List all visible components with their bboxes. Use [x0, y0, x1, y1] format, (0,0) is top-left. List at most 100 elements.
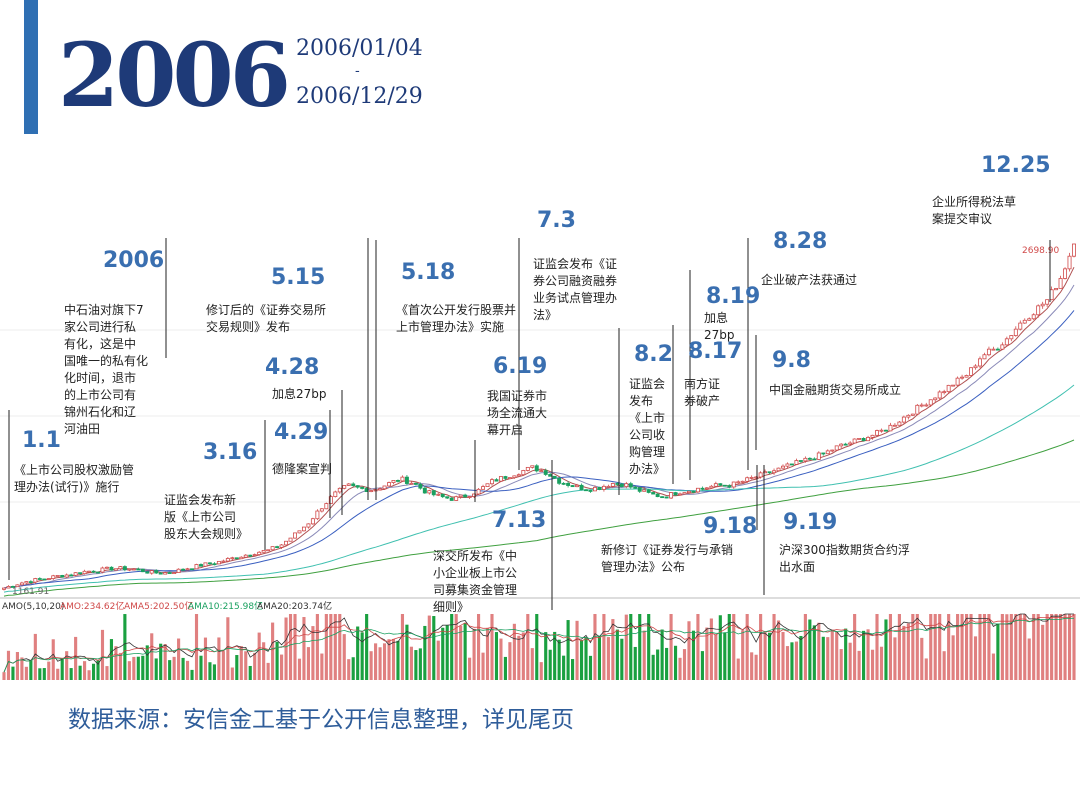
volume-bar [987, 614, 991, 680]
event-date: 8.28 [773, 229, 828, 254]
volume-bar [964, 614, 969, 680]
candle-body [610, 483, 615, 487]
volume-bar [56, 668, 60, 680]
candle-body [297, 530, 302, 534]
candle-body [333, 491, 338, 498]
candle-body [328, 496, 333, 504]
candle-body [382, 485, 387, 490]
candle-body [369, 490, 374, 493]
event-lines [8, 238, 1051, 610]
volume-bar [1005, 614, 1009, 680]
volume-bar [947, 614, 951, 680]
year-title: 2006 [58, 23, 291, 127]
candle-body [436, 493, 441, 496]
event-date: 12.25 [981, 153, 1051, 178]
chart-grid [0, 329, 1080, 503]
candle-body [306, 523, 311, 528]
volume-bar [557, 639, 561, 680]
volume-bar [280, 654, 284, 680]
volume-bar [951, 635, 955, 680]
volume-bar [293, 614, 297, 680]
candle-body [261, 549, 266, 553]
volume-bar [284, 617, 288, 680]
volume-bar [1032, 614, 1036, 680]
event-note: 我国证券市 场全流通大 幕开启 [487, 389, 548, 437]
candle-body [812, 458, 817, 461]
candle-body [33, 578, 38, 583]
volume-bar [194, 614, 199, 680]
candle-body [628, 483, 633, 488]
candle-body [946, 384, 951, 393]
candle-body [163, 572, 168, 575]
candle-body [740, 480, 745, 483]
candle-body [566, 482, 571, 486]
candle-body [60, 575, 65, 578]
volume-bar [15, 652, 19, 680]
candle-body [516, 474, 521, 477]
candle-body [530, 465, 535, 468]
volume-bar [526, 614, 530, 680]
candle-body [37, 578, 42, 580]
candle-body [637, 487, 642, 492]
volume-bar [700, 651, 704, 680]
volume-bar [96, 660, 100, 680]
candle-body [539, 470, 544, 472]
volume-bar [638, 614, 642, 680]
candle-body [982, 354, 987, 360]
candle-body [360, 486, 365, 489]
candle-body [843, 443, 848, 446]
volume-bar [656, 649, 660, 680]
candle-body [642, 489, 647, 492]
candle-body [284, 540, 289, 546]
volume-bar [150, 633, 154, 680]
candle-body [839, 443, 844, 447]
data-source: 数据来源：安信金工基于公开信息整理，详见尾页 [68, 707, 574, 733]
candle-body [798, 460, 803, 462]
volume-bar [257, 632, 261, 680]
volume-bar [759, 614, 763, 680]
candle-body [525, 466, 530, 471]
volume-bar [83, 661, 87, 680]
volume-bar [682, 649, 687, 680]
candle-body [892, 424, 897, 427]
candle-body [476, 488, 481, 495]
candle-body [490, 479, 494, 485]
volume-bar [973, 636, 978, 680]
volume-bar [127, 661, 131, 680]
candle-body [772, 470, 777, 474]
candle-body [830, 449, 835, 452]
candle-body [704, 487, 709, 490]
candle-body [257, 551, 262, 555]
event-date: 9.19 [783, 510, 838, 535]
candle-body [512, 475, 517, 479]
volume-bar [902, 625, 906, 680]
candle-body [1022, 319, 1027, 324]
volume-legend-ama5: AMA5:202.50亿 [124, 600, 193, 612]
volume-bar [65, 651, 69, 680]
candle-body [2, 587, 6, 590]
volume-bar [718, 615, 722, 680]
event-note: 沪深300指数期货合约浮 出水面 [779, 543, 910, 574]
volume-average-lines [3, 613, 1075, 673]
volume-bar [933, 614, 937, 680]
volume-bar [736, 658, 740, 680]
volume-bar [168, 660, 172, 680]
volume-bar [508, 642, 512, 680]
volume-bar [114, 646, 118, 680]
candle-body [901, 416, 906, 423]
candle-body [51, 575, 56, 579]
event-date: 4.28 [265, 355, 320, 380]
candle-body [673, 492, 678, 496]
volume-bar [593, 614, 597, 680]
candle-body [248, 554, 253, 557]
volume-bar [714, 634, 718, 680]
volume-bar [159, 643, 163, 680]
volume-bar [463, 623, 467, 680]
volume-bar [221, 651, 225, 680]
volume-bar [320, 653, 324, 680]
volume-bar [884, 619, 888, 680]
candle-body [252, 554, 257, 556]
candle-body [1040, 303, 1045, 307]
event-note: 加息27bp [272, 387, 327, 401]
candle-body [888, 424, 893, 432]
